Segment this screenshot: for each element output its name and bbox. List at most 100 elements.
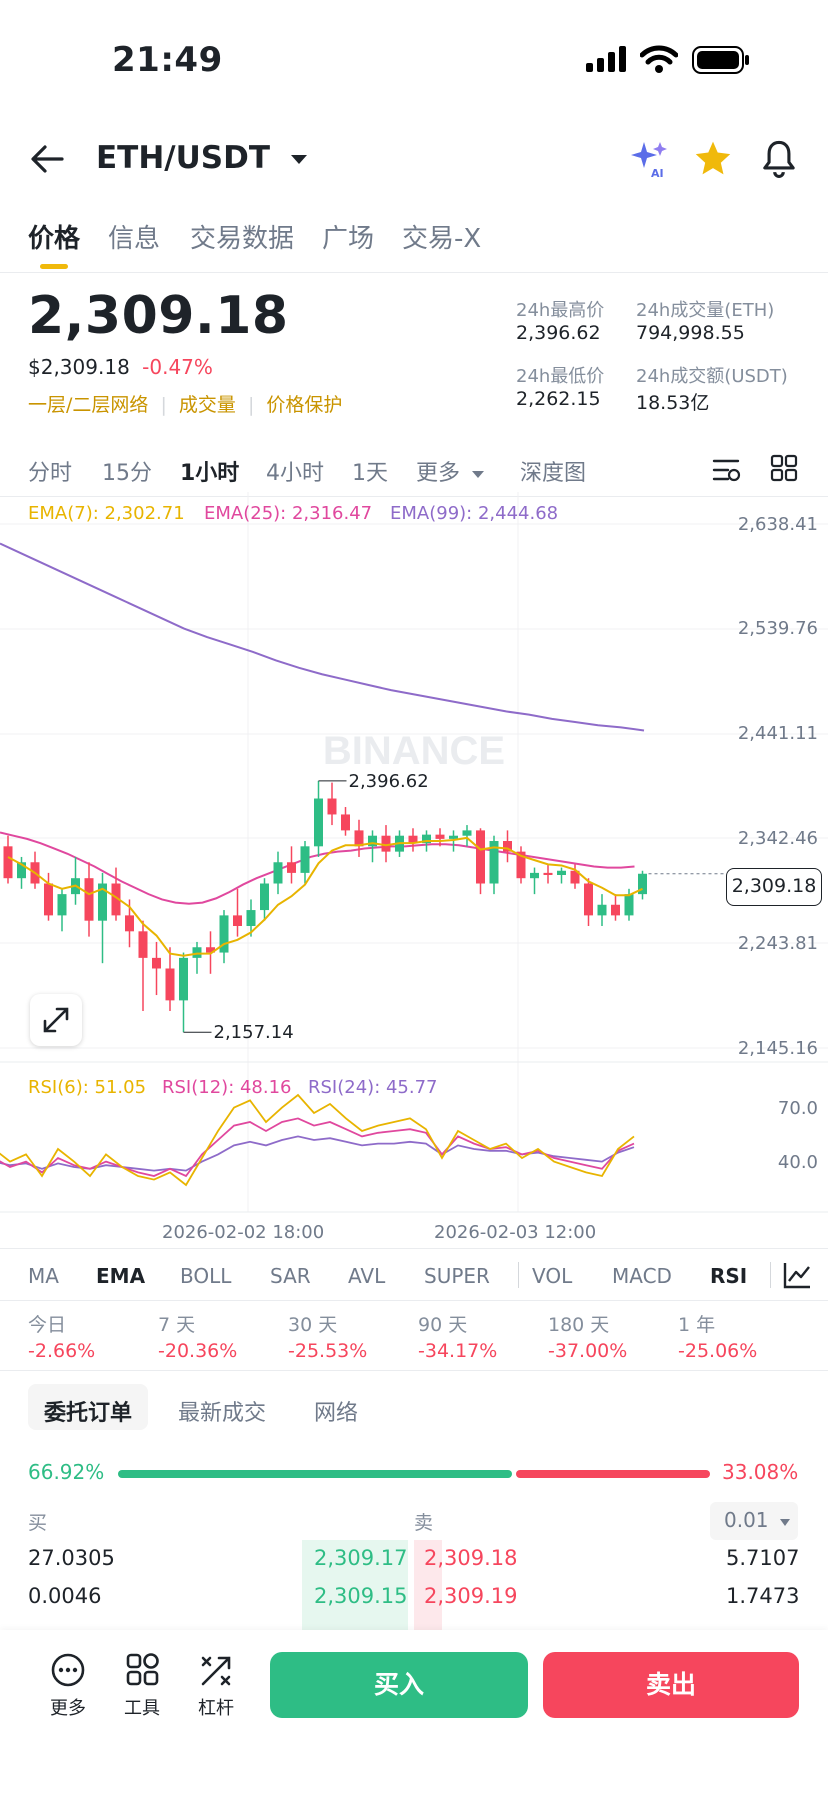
rsi-axis-tick: 70.0 [777, 1098, 818, 1119]
price-chart[interactable]: BINANCE 2,396.62 2,157.14 [0, 492, 828, 1232]
vol-eth-label: 24h成交量(ETH) [636, 300, 775, 321]
back-arrow-icon[interactable] [30, 144, 64, 178]
rsi6-line [0, 1093, 635, 1187]
tag-price-protection[interactable]: 价格保护 [266, 394, 343, 416]
indicator-ma[interactable]: MA [28, 1264, 59, 1288]
candle [597, 904, 607, 916]
candle [233, 915, 242, 927]
expand-icon [43, 1007, 69, 1033]
ema99-label: EMA(99): 2,444.68 [390, 503, 559, 524]
tab-recent-trades[interactable]: 最新成交 [178, 1401, 267, 1426]
indicator-rsi[interactable]: RSI [710, 1264, 748, 1288]
bid-price[interactable]: 2,309.15 [314, 1584, 408, 1608]
bell-icon[interactable] [762, 138, 796, 182]
tag-layer-network[interactable]: 一层/二层网络 [28, 394, 149, 416]
indicator-vol[interactable]: VOL [532, 1264, 573, 1288]
bid-price[interactable]: 2,309.17 [314, 1546, 408, 1570]
candle [3, 846, 13, 879]
y-axis-tick: 2,638.41 [737, 514, 818, 535]
depth-chart-tab[interactable]: 深度图 [520, 461, 587, 486]
sell-ratio: 33.08% [722, 1460, 799, 1484]
precision-select[interactable]: 0.01 [710, 1502, 798, 1540]
buy-ratio-bar [118, 1470, 513, 1478]
ask-price[interactable]: 2,309.18 [424, 1546, 518, 1570]
candle [354, 830, 364, 847]
candle [381, 835, 391, 852]
indicator-macd[interactable]: MACD [612, 1264, 672, 1288]
ema25-line [0, 831, 635, 905]
indicator-ema[interactable]: EMA [96, 1264, 146, 1288]
candle [638, 873, 647, 895]
tab-order-book[interactable]: 委托订单 [44, 1401, 133, 1426]
candle [273, 862, 283, 884]
bid-depth-bar [302, 1540, 408, 1630]
high-value: 2,396.62 [516, 322, 601, 344]
buy-ratio: 66.92% [28, 1460, 105, 1484]
tab-info[interactable]: 信息 [108, 224, 161, 254]
x-axis-tick: 2026-02-02 18:00 [162, 1222, 325, 1243]
perf-value: -25.06% [678, 1340, 758, 1362]
low-annotation: 2,157.14 [214, 1022, 294, 1043]
perf-value: -2.66% [28, 1340, 96, 1362]
candle [152, 957, 161, 969]
more-dots-icon [51, 1653, 85, 1687]
indicator-boll[interactable]: BOLL [180, 1264, 232, 1288]
interval-1d[interactable]: 1天 [352, 461, 388, 486]
interval-1h[interactable]: 1小时 [180, 461, 240, 486]
current-price-tag: 2,309.18 [726, 868, 822, 906]
candle [138, 931, 148, 958]
candle [260, 883, 269, 911]
rsi12-label: RSI(12): 48.16 [162, 1077, 292, 1098]
interval-4h[interactable]: 4小时 [266, 461, 324, 486]
ask-price[interactable]: 2,309.19 [424, 1584, 518, 1608]
tab-network[interactable]: 网络 [314, 1401, 359, 1426]
sparkle-ai-icon[interactable]: AI [628, 138, 670, 184]
perf-value: -37.00% [548, 1340, 628, 1362]
sell-button[interactable]: 卖出 [543, 1652, 799, 1718]
chart-settings-icon[interactable] [712, 456, 742, 488]
tab-price[interactable]: 价格 [28, 224, 81, 254]
pair-selector[interactable]: ETH/USDT [96, 140, 309, 176]
candle [422, 834, 431, 844]
candle [435, 834, 445, 839]
candle [84, 878, 94, 921]
indicator-settings-icon[interactable] [782, 1260, 812, 1294]
fullscreen-button[interactable] [30, 994, 82, 1046]
candle [246, 910, 256, 927]
tools-button[interactable]: 工具 [112, 1652, 172, 1720]
interval-15m[interactable]: 15分 [102, 461, 152, 486]
y-axis-tick: 2,441.11 [737, 723, 818, 744]
indicator-sar[interactable]: SAR [270, 1264, 311, 1288]
divider [0, 1248, 828, 1249]
candle [287, 862, 296, 873]
star-icon[interactable] [694, 140, 732, 180]
buy-button[interactable]: 买入 [270, 1652, 528, 1718]
wifi-icon [639, 44, 679, 78]
x-axis-tick: 2026-02-03 12:00 [434, 1222, 597, 1243]
vol-eth-value: 794,998.55 [636, 322, 745, 344]
candle [557, 870, 566, 876]
candle [489, 841, 499, 884]
tab-trade-x[interactable]: 交易-X [402, 224, 482, 254]
layout-grid-icon[interactable] [770, 454, 798, 486]
tab-trading-data[interactable]: 交易数据 [190, 224, 295, 254]
interval-time[interactable]: 分时 [28, 461, 73, 486]
candle [408, 835, 418, 844]
candle [206, 947, 215, 953]
battery-icon [692, 46, 750, 78]
indicator-avl[interactable]: AVL [348, 1264, 386, 1288]
candle [341, 814, 350, 831]
more-button[interactable]: 更多 [38, 1652, 98, 1720]
ema25-label: EMA(25): 2,316.47 [204, 503, 373, 524]
candle [192, 947, 202, 958]
y-axis-tick: 2,145.16 [737, 1038, 818, 1059]
indicator-super[interactable]: SUPER [424, 1264, 490, 1288]
tab-square[interactable]: 广场 [322, 224, 375, 254]
watermark: BINANCE [323, 729, 505, 773]
candle [179, 957, 188, 1001]
rsi-axis-tick: 40.0 [777, 1152, 818, 1173]
perf-label: 30 天 [288, 1314, 338, 1336]
leverage-button[interactable]: 杠杆 [186, 1652, 246, 1720]
tag-volume[interactable]: 成交量 [178, 394, 236, 416]
interval-more[interactable]: 更多 [416, 455, 485, 487]
